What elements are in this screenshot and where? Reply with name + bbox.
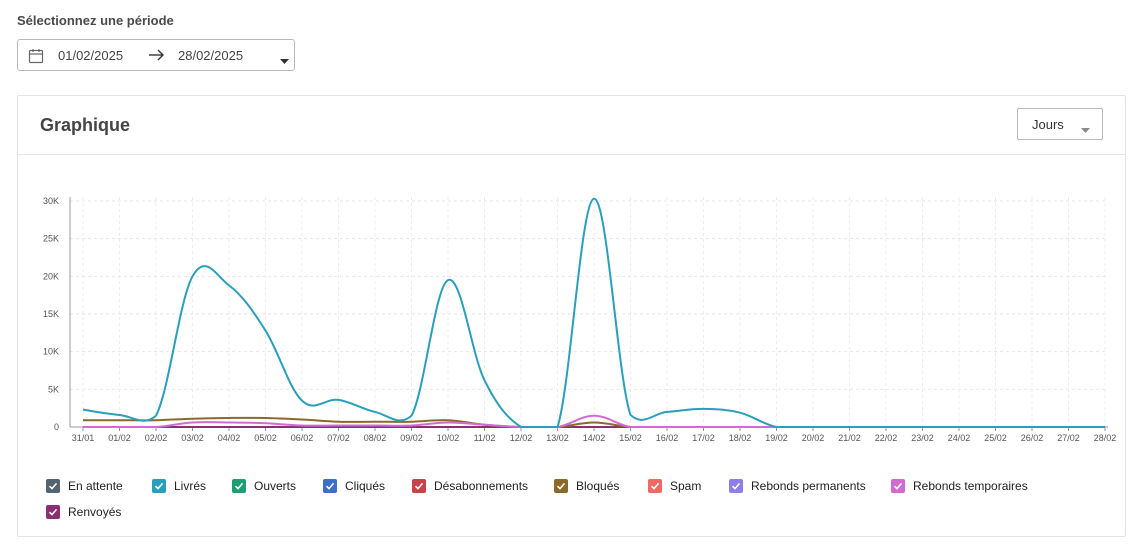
x-tick-label: 23/02	[911, 433, 934, 443]
x-tick-label: 10/02	[437, 433, 460, 443]
granularity-select[interactable]: Jours	[1017, 108, 1103, 140]
y-tick-label: 15K	[43, 309, 59, 319]
checkbox-checked-icon[interactable]	[46, 479, 60, 493]
card-header: Graphique Jours	[18, 96, 1125, 155]
x-tick-label: 17/02	[692, 433, 715, 443]
x-tick-label: 05/02	[254, 433, 277, 443]
line-chart: 0 5K 10K 15K 20K 25K 30K 31/01 01/02 02/02 03/02 04…	[43, 196, 1117, 443]
arrow-right-icon	[148, 47, 166, 66]
legend-item[interactable]: Cliqués	[323, 479, 385, 493]
chevron-down-icon	[1081, 122, 1090, 137]
legend-label: Livrés	[174, 479, 207, 493]
legend-label: En attente	[68, 479, 123, 493]
x-tick-label: 06/02	[291, 433, 314, 443]
legend-label: Bloqués	[576, 479, 620, 493]
legend-label: Rebonds temporaires	[913, 479, 1028, 493]
legend-item[interactable]: Spam	[648, 479, 701, 493]
y-tick-label: 25K	[43, 234, 59, 244]
legend-item[interactable]: Livrés	[152, 479, 206, 493]
legend-label: Ouverts	[254, 479, 297, 493]
checkbox-checked-icon[interactable]	[46, 505, 60, 519]
y-tick-label: 5K	[48, 384, 59, 394]
granularity-value: Jours	[1032, 117, 1064, 132]
y-tick-label: 30K	[43, 196, 59, 206]
series-line-livr-s	[82, 197, 1105, 428]
y-tick-label: 10K	[43, 347, 59, 357]
start-date[interactable]: 01/02/2025	[58, 48, 124, 63]
x-tick-label: 18/02	[729, 433, 752, 443]
legend-item[interactable]: Rebonds temporaires	[891, 479, 1028, 493]
checkbox-checked-icon[interactable]	[729, 479, 743, 493]
checkbox-checked-icon[interactable]	[554, 479, 568, 493]
checkbox-checked-icon[interactable]	[412, 479, 426, 493]
date-range-picker[interactable]: 01/02/2025 28/02/2025	[17, 39, 295, 71]
x-tick-label: 11/02	[474, 433, 496, 443]
x-tick-label: 02/02	[145, 433, 168, 443]
legend-item[interactable]: Ouverts	[232, 479, 296, 493]
x-tick-label: 26/02	[1021, 433, 1044, 443]
x-tick-label: 12/02	[510, 433, 533, 443]
legend-label: Spam	[670, 479, 702, 493]
x-tick-label: 07/02	[327, 433, 350, 443]
legend-item[interactable]: Bloqués	[554, 479, 619, 493]
x-tick-label: 16/02	[656, 433, 679, 443]
x-tick-label: 25/02	[984, 433, 1007, 443]
x-tick-label: 19/02	[765, 433, 788, 443]
x-tick-label: 31/01	[72, 433, 95, 443]
legend-item[interactable]: En attente	[46, 479, 123, 493]
x-tick-label: 01/02	[108, 433, 131, 443]
x-tick-label: 09/02	[400, 433, 423, 443]
x-tick-label: 21/02	[838, 433, 861, 443]
x-tick-label: 27/02	[1057, 433, 1080, 443]
checkbox-checked-icon[interactable]	[891, 479, 905, 493]
checkbox-checked-icon[interactable]	[152, 479, 166, 493]
card-title: Graphique	[40, 115, 131, 135]
calendar-icon	[28, 48, 44, 67]
period-label: Sélectionnez une période	[17, 13, 174, 28]
legend-label: Cliqués	[345, 479, 386, 493]
x-tick-label: 08/02	[364, 433, 387, 443]
x-tick-label: 03/02	[181, 433, 204, 443]
legend-item[interactable]: Renvoyés	[46, 505, 121, 519]
y-tick-label: 20K	[43, 271, 59, 281]
x-tick-label: 13/02	[546, 433, 569, 443]
y-tick-label: 0	[54, 422, 59, 432]
x-tick-label: 14/02	[583, 433, 606, 443]
checkbox-checked-icon[interactable]	[232, 479, 246, 493]
x-tick-label: 28/02	[1094, 433, 1117, 443]
legend-item[interactable]: Rebonds permanents	[729, 479, 866, 493]
legend-label: Renvoyés	[68, 505, 122, 519]
checkbox-checked-icon[interactable]	[323, 479, 337, 493]
legend-label: Rebonds permanents	[751, 479, 866, 493]
end-date[interactable]: 28/02/2025	[178, 48, 244, 63]
x-tick-label: 15/02	[619, 433, 642, 443]
chevron-down-icon	[280, 53, 289, 68]
x-tick-label: 04/02	[218, 433, 241, 443]
x-tick-label: 20/02	[802, 433, 825, 443]
chart-card: Graphique Jours	[17, 95, 1126, 537]
x-tick-label: 24/02	[948, 433, 971, 443]
x-tick-label: 22/02	[875, 433, 898, 443]
checkbox-checked-icon[interactable]	[648, 479, 662, 493]
legend-label: Désabonnements	[434, 479, 529, 493]
legend-item[interactable]: Désabonnements	[412, 479, 528, 493]
